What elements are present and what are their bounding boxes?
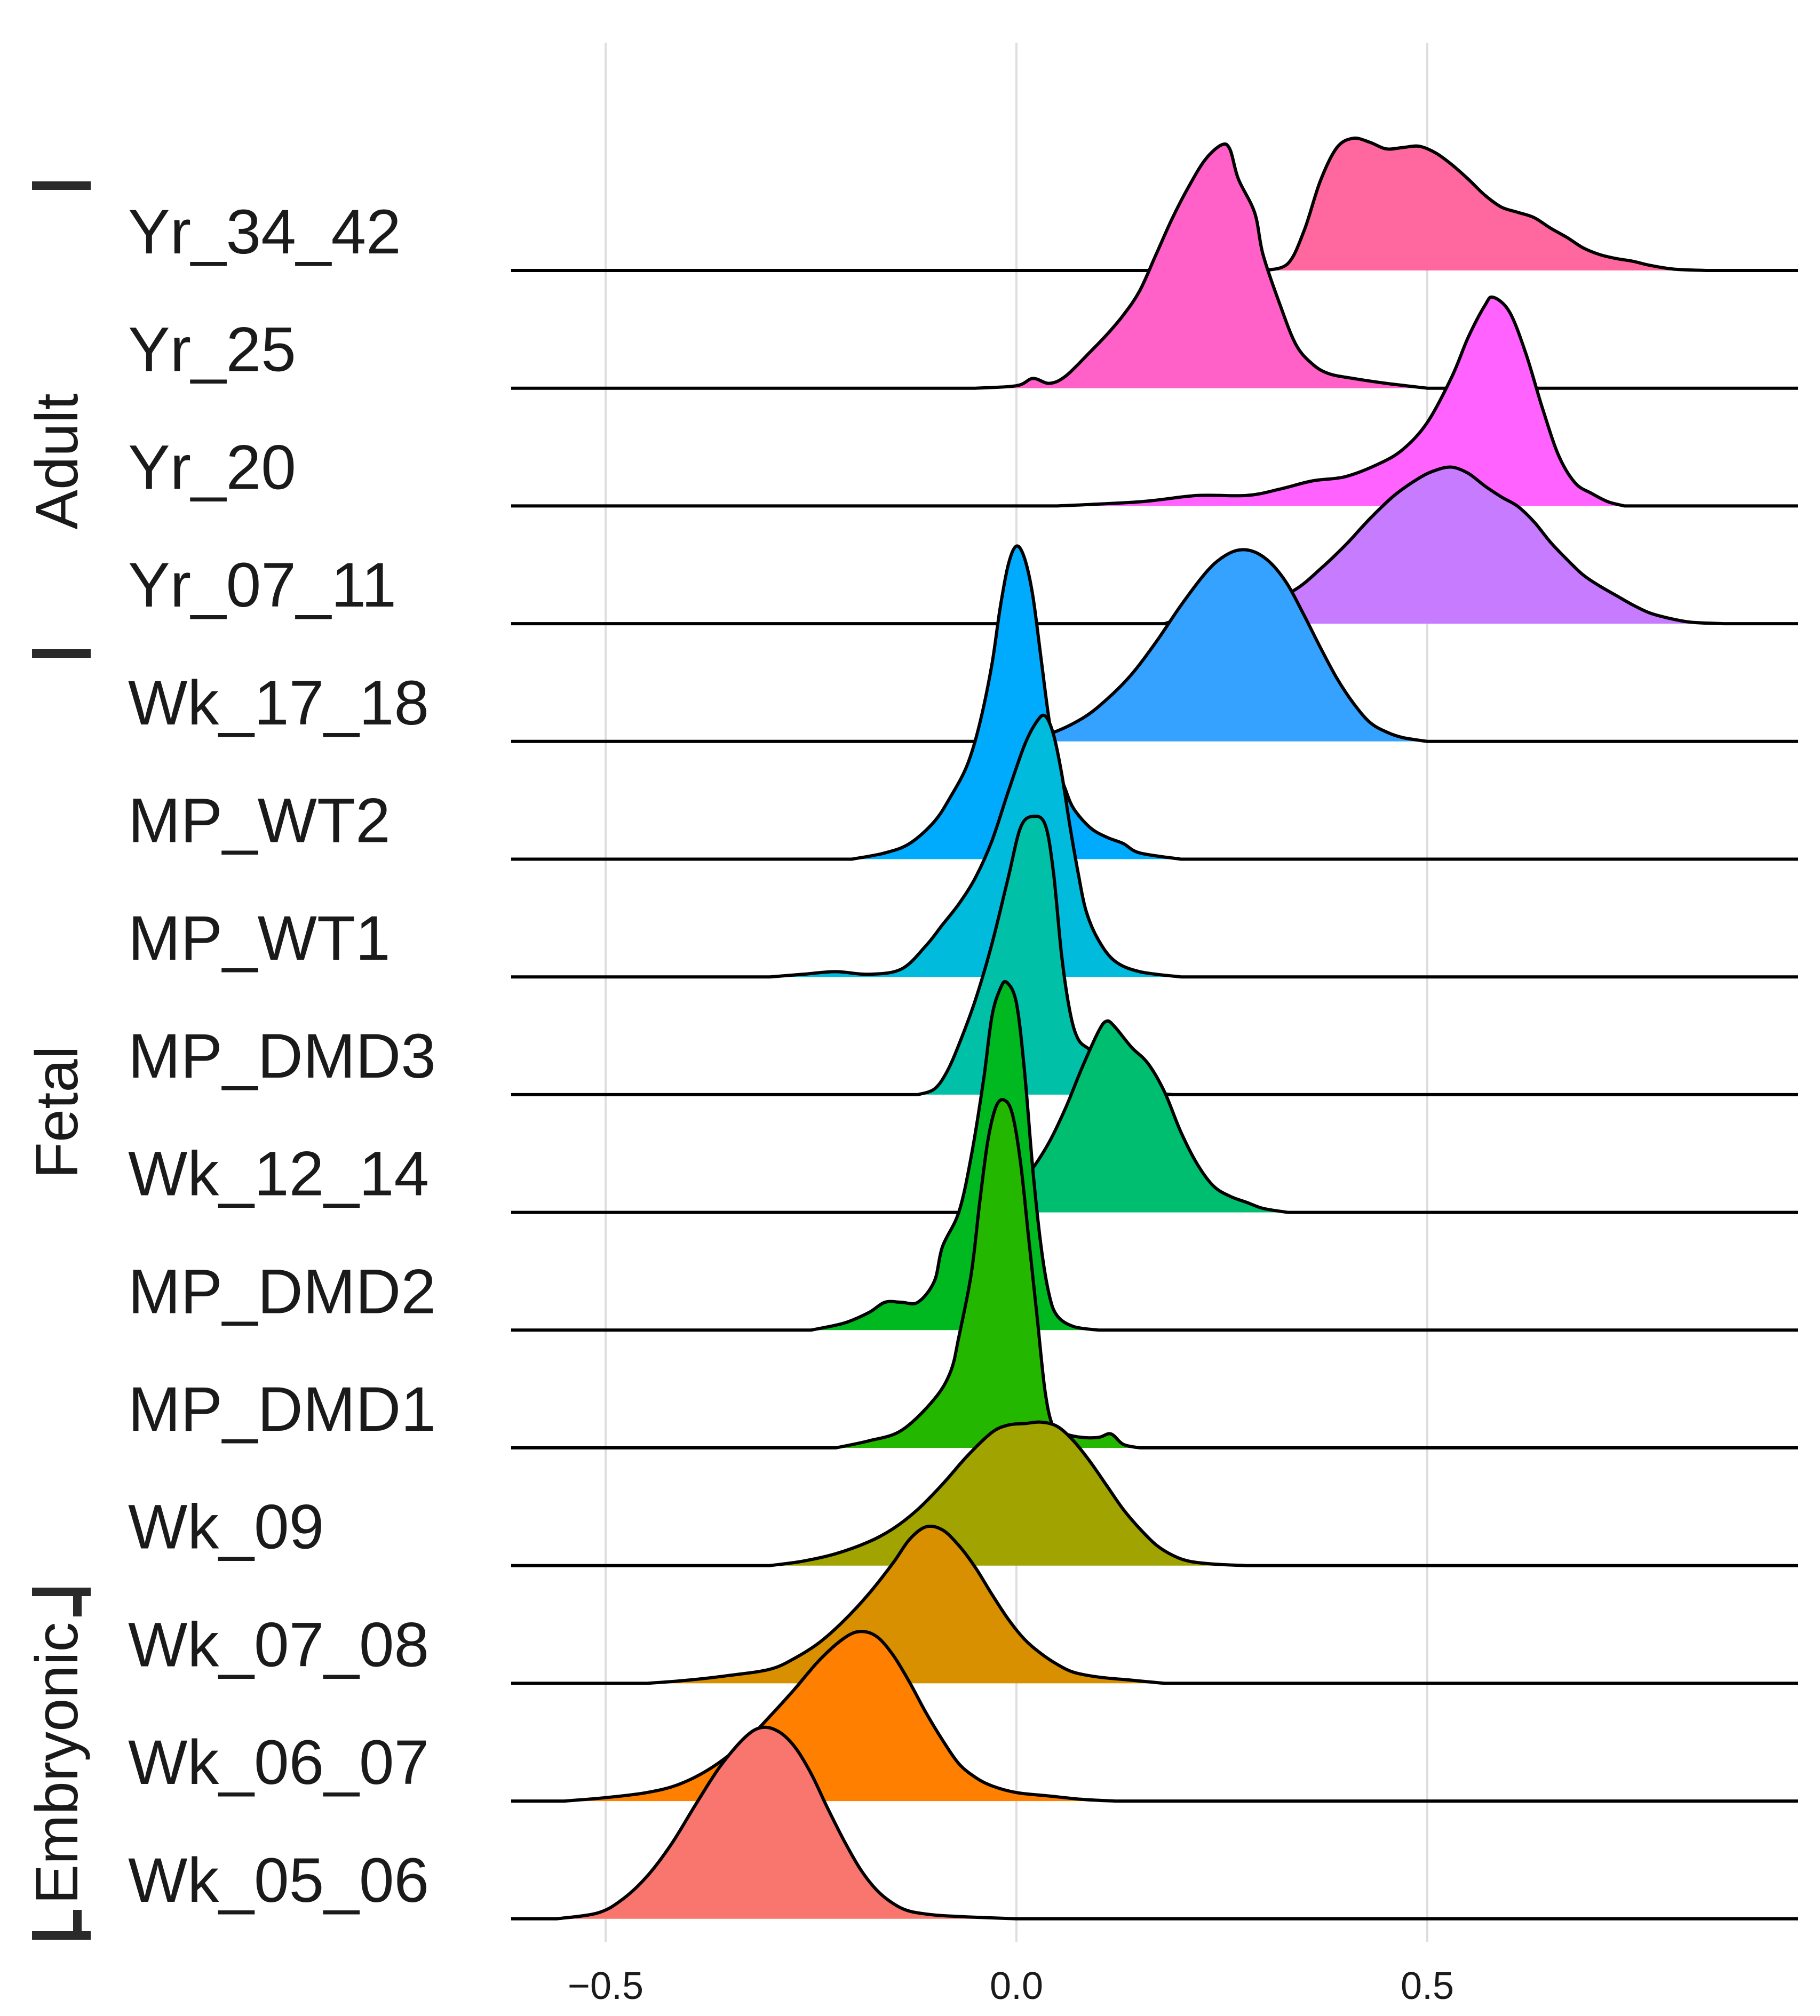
- ridge-MP_DMD1: [511, 1098, 1798, 1449]
- ridge-fill: [852, 546, 1181, 859]
- ridge-outline: [511, 1725, 1798, 1921]
- ridge-outline: [511, 980, 1798, 1332]
- ridge-Yr_07_11: [511, 465, 1798, 626]
- row-label: Wk_09: [128, 1492, 324, 1563]
- row-label: MP_WT2: [128, 786, 391, 856]
- x-tick-label: 0.0: [990, 1965, 1043, 2007]
- ridge-fill: [647, 1526, 1165, 1684]
- ridge-fill: [918, 816, 1173, 1095]
- row-label: Yr_34_42: [128, 197, 401, 267]
- ridge-Yr_20: [511, 295, 1798, 508]
- ridge-Wk_09: [511, 1420, 1798, 1567]
- ridge-fill: [975, 1021, 1288, 1213]
- row-label: Yr_20: [128, 432, 296, 503]
- ridge-outline: [511, 1019, 1798, 1214]
- row-label: MP_WT1: [128, 903, 391, 974]
- row-label: Yr_07_11: [128, 550, 396, 620]
- ridge-outline: [511, 713, 1798, 979]
- ridge-Wk_06_07: [511, 1630, 1798, 1803]
- ridge-fill: [1263, 138, 1707, 270]
- group-label-adult: Adult: [23, 393, 90, 529]
- row-label: Wk_17_18: [128, 668, 429, 738]
- ridge-outline: [511, 548, 1798, 743]
- row-label: MP_DMD2: [128, 1256, 436, 1327]
- ridge-Yr_25: [511, 142, 1798, 390]
- row-label: Wk_06_07: [128, 1727, 429, 1798]
- ridge-fill: [975, 549, 1427, 742]
- ridge-outline: [511, 295, 1798, 508]
- ridge-fill: [975, 144, 1427, 388]
- ridge-MP_WT2: [511, 544, 1798, 861]
- ridge-outline: [511, 136, 1798, 272]
- ridge-fill: [565, 1631, 1115, 1802]
- row-label: Wk_12_14: [128, 1139, 429, 1209]
- ridge-outline: [511, 142, 1798, 390]
- ridge-Yr_34_42: [511, 136, 1798, 272]
- group-label-embryonic: Embryonic: [23, 1622, 90, 1904]
- row-label: Wk_05_06: [128, 1845, 429, 1916]
- x-tick-label: 0.5: [1401, 1965, 1454, 2007]
- group-label-fetal: Fetal: [23, 1046, 90, 1179]
- ridge-outline: [511, 1630, 1798, 1803]
- ridge-fill: [770, 1422, 1247, 1566]
- ridge-fill: [556, 1727, 1016, 1919]
- row-label: Wk_07_08: [128, 1609, 429, 1680]
- ridge-outline: [511, 1098, 1798, 1449]
- ridge-MP_WT1: [511, 713, 1798, 979]
- ridge-fill: [770, 715, 1181, 977]
- ridge-outline: [511, 1524, 1798, 1685]
- ridge-fill: [836, 1099, 1140, 1448]
- x-tick-label: −0.5: [568, 1965, 643, 2007]
- ridge-Wk_12_14: [511, 1019, 1798, 1214]
- row-label: MP_DMD1: [128, 1374, 436, 1445]
- tick-layer: −0.5 0.0 0.5: [568, 1965, 1454, 2007]
- ridge-outline: [511, 544, 1798, 861]
- row-label-layer: Yr_34_42 Yr_25 Yr_20 Yr_07_11 Wk_17_18 MP_WT2…: [128, 197, 436, 1916]
- ridge-fill: [1058, 297, 1625, 506]
- ridge-Wk_05_06: [511, 1725, 1798, 1921]
- ridge-layer: [511, 136, 1798, 1921]
- row-label: Yr_25: [128, 315, 296, 385]
- ridge-Wk_07_08: [511, 1524, 1798, 1685]
- ridge-outline: [511, 465, 1798, 626]
- row-label: MP_DMD3: [128, 1021, 436, 1091]
- ridge-Wk_17_18: [511, 548, 1798, 743]
- ridge-outline: [511, 1420, 1798, 1567]
- group-layer: Adult Fetal Embryonic: [23, 181, 91, 1940]
